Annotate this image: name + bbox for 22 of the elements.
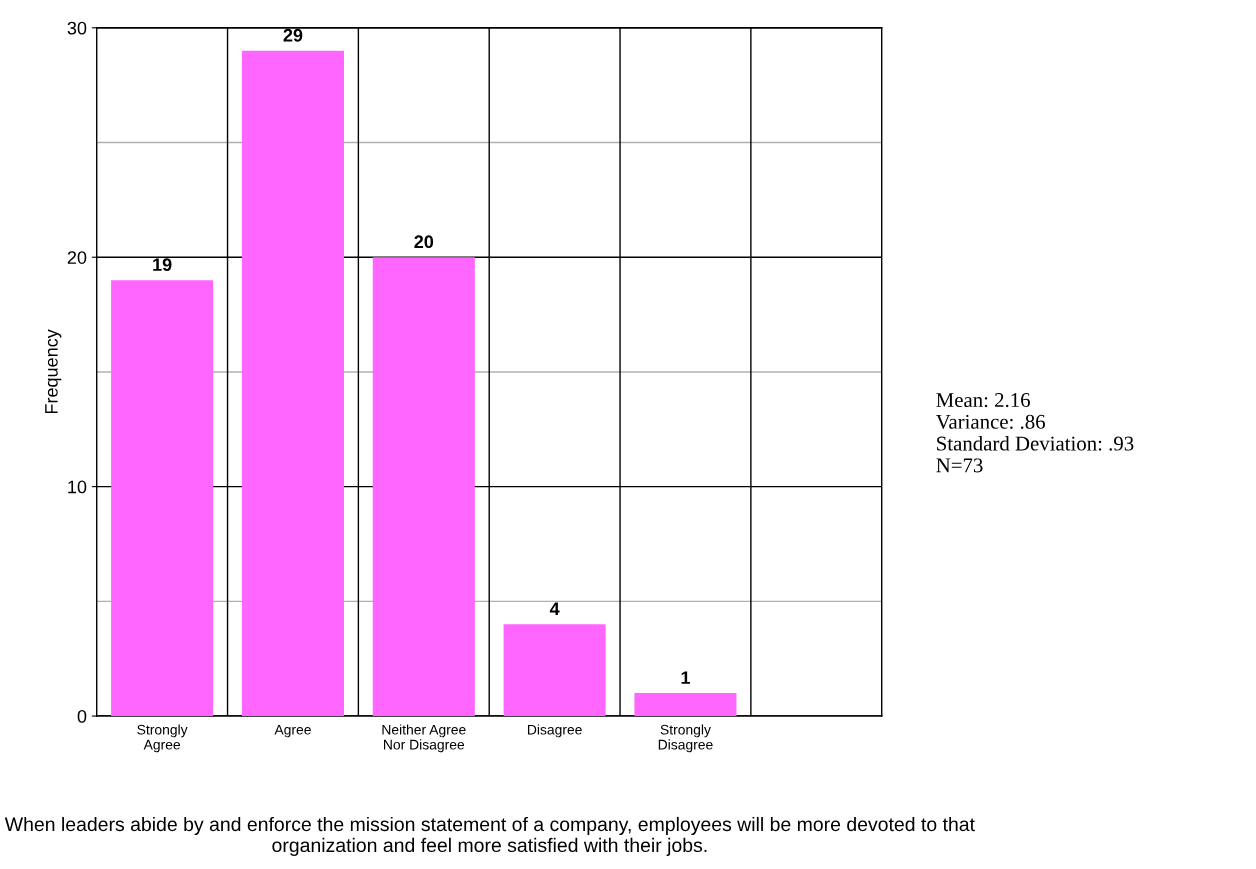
bar [111,280,214,717]
data-label: 1 [681,671,690,684]
y-tick-label: 10 [68,480,87,494]
data-label: 29 [283,28,303,42]
bar [241,50,344,717]
x-tick-label: Agree [274,724,311,738]
bar [372,257,475,717]
data-label: 20 [414,235,434,249]
y-tick-label: 30 [67,21,87,35]
bar [634,693,737,717]
text: Mean: 2.16 Variance: .86 Standard Deviation: .93 N=73 [935,393,1134,473]
x-tick-label: Disagree [527,724,582,738]
bar [503,624,606,717]
y-axis-title: Frequency [45,329,62,414]
data-label: 19 [153,258,172,272]
y-tick-label: 0 [77,709,87,723]
x-axis-title: When leaders abide by and enforce the mission statement of a company, employees will be more devoted to that organization and feel more satisfied with their jobs. [4,816,975,856]
x-tick-label: Strongly Agree [137,724,188,753]
x-tick-label: Strongly Disagree [658,724,713,753]
y-tick-label: 20 [67,251,87,264]
data-label: 4 [549,602,560,615]
x-tick-label: Neither Agree Nor Disagree [382,724,466,753]
